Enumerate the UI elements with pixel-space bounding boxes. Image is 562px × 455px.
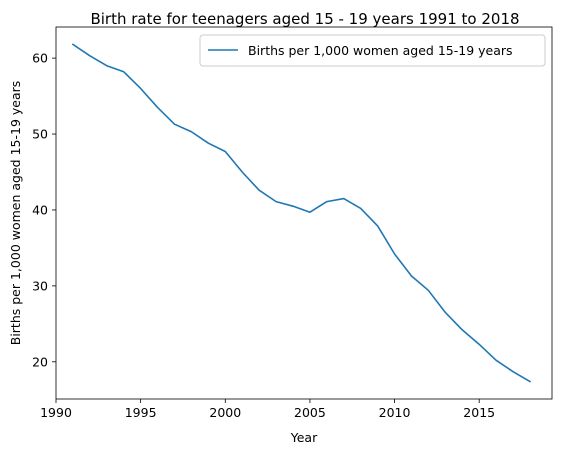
series-line-teen-birth-rate — [71, 43, 532, 383]
x-tick-label: 2015 — [463, 405, 495, 420]
y-tick-label: 40 — [32, 202, 48, 217]
legend: Births per 1,000 women aged 15-19 years — [199, 34, 546, 67]
x-axis-title: Year — [290, 430, 318, 445]
y-axis: 20 30 40 50 60 — [32, 51, 56, 369]
x-tick-label: 2005 — [294, 405, 326, 420]
plot-frame — [55, 26, 553, 400]
y-tick-label: 30 — [32, 278, 48, 293]
y-axis-title: Births per 1,000 women aged 15-19 years — [8, 81, 23, 346]
chart-title: Birth rate for teenagers aged 15 - 19 ye… — [90, 10, 519, 28]
x-tick-label: 2000 — [209, 405, 241, 420]
x-tick-label: 2010 — [379, 405, 411, 420]
legend-box — [199, 34, 546, 67]
y-tick-label: 50 — [32, 127, 48, 142]
y-tick-label: 60 — [32, 51, 48, 66]
legend-label: Births per 1,000 women aged 15-19 years — [248, 43, 513, 58]
x-tick-label: 1990 — [40, 405, 72, 420]
plot-area — [56, 27, 552, 399]
x-axis: 1990 1995 2000 2005 2010 2015 — [40, 399, 495, 420]
x-tick-label: 1995 — [125, 405, 157, 420]
y-tick-label: 20 — [32, 354, 48, 369]
